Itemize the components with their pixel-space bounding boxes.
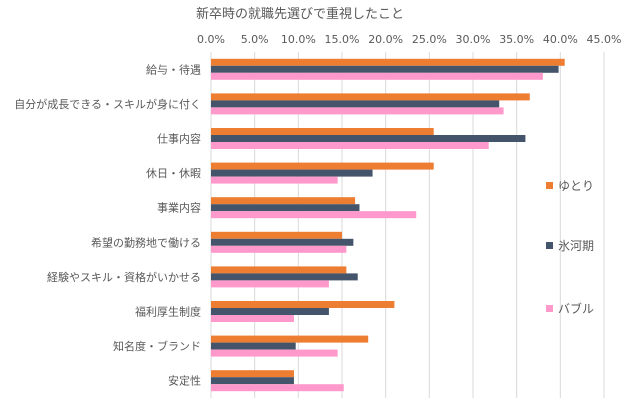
legend-label: 氷河期 [558, 239, 594, 253]
bar [211, 72, 543, 80]
bar [211, 128, 434, 135]
bar [211, 107, 504, 115]
category-label: 休日・休暇 [146, 167, 201, 180]
legend-label: バブル [558, 301, 594, 316]
category-label: 自分が成長できる・スキルが身に付く [14, 97, 201, 111]
x-axis-ticks: 0.0% 5.0% 10.0% 15.0% 20.0% 25.0% 30.0% 35.0% 40… [197, 33, 621, 46]
category-label: 希望の勤務地で働ける [91, 235, 201, 249]
legend-label: ゆとり [558, 179, 594, 193]
bars [211, 58, 565, 392]
x-tick-label: 5.0% [241, 33, 269, 46]
bar [211, 266, 347, 274]
x-tick-label: 15.0% [325, 33, 360, 46]
category-label: 事業内容 [157, 201, 201, 215]
category-label: 経験やスキル・資格がいかせる [47, 270, 201, 284]
bar [211, 142, 489, 149]
bar [211, 342, 296, 350]
bar [211, 315, 294, 322]
bar [211, 273, 358, 281]
legend-swatch [546, 305, 553, 312]
bar [211, 169, 373, 177]
category-label: 安定性 [168, 374, 201, 388]
x-tick-label: 0.0% [197, 33, 225, 46]
bar [211, 349, 338, 357]
x-tick-label: 35.0% [499, 33, 534, 46]
bar [211, 308, 329, 315]
bar [211, 301, 395, 308]
bar [211, 162, 434, 170]
bar [211, 58, 565, 66]
bar [211, 211, 417, 219]
bar [211, 280, 329, 288]
x-tick-label: 25.0% [412, 33, 447, 46]
legend-swatch [546, 242, 553, 249]
bar [211, 370, 294, 378]
bar [211, 135, 526, 142]
bar [211, 231, 342, 239]
category-label: 知名度・ブランド [113, 339, 201, 353]
bar [211, 204, 360, 212]
category-label: 仕事内容 [157, 132, 201, 146]
chart-title: 新卒時の就職先選びで重視したこと [196, 6, 404, 22]
bar [211, 176, 338, 184]
bar [211, 335, 369, 343]
bar [211, 65, 559, 73]
x-tick-label: 10.0% [281, 33, 316, 46]
x-tick-label: 30.0% [456, 33, 491, 46]
bar [211, 197, 356, 205]
category-label: 福利厚生制度 [135, 305, 201, 319]
bar [211, 100, 500, 108]
x-tick-label: 40.0% [543, 33, 578, 46]
bar [211, 384, 344, 392]
bar [211, 245, 347, 253]
bar [211, 377, 294, 385]
x-tick-label: 20.0% [368, 33, 403, 46]
x-tick-label: 45.0% [587, 33, 622, 46]
legend-swatch [546, 182, 553, 189]
category-labels: 給与・待遇自分が成長できる・スキルが身に付く仕事内容休日・休暇事業内容希望の勤務… [14, 62, 201, 387]
bar [211, 238, 354, 246]
category-label: 給与・待遇 [146, 62, 201, 76]
bar [211, 93, 530, 101]
